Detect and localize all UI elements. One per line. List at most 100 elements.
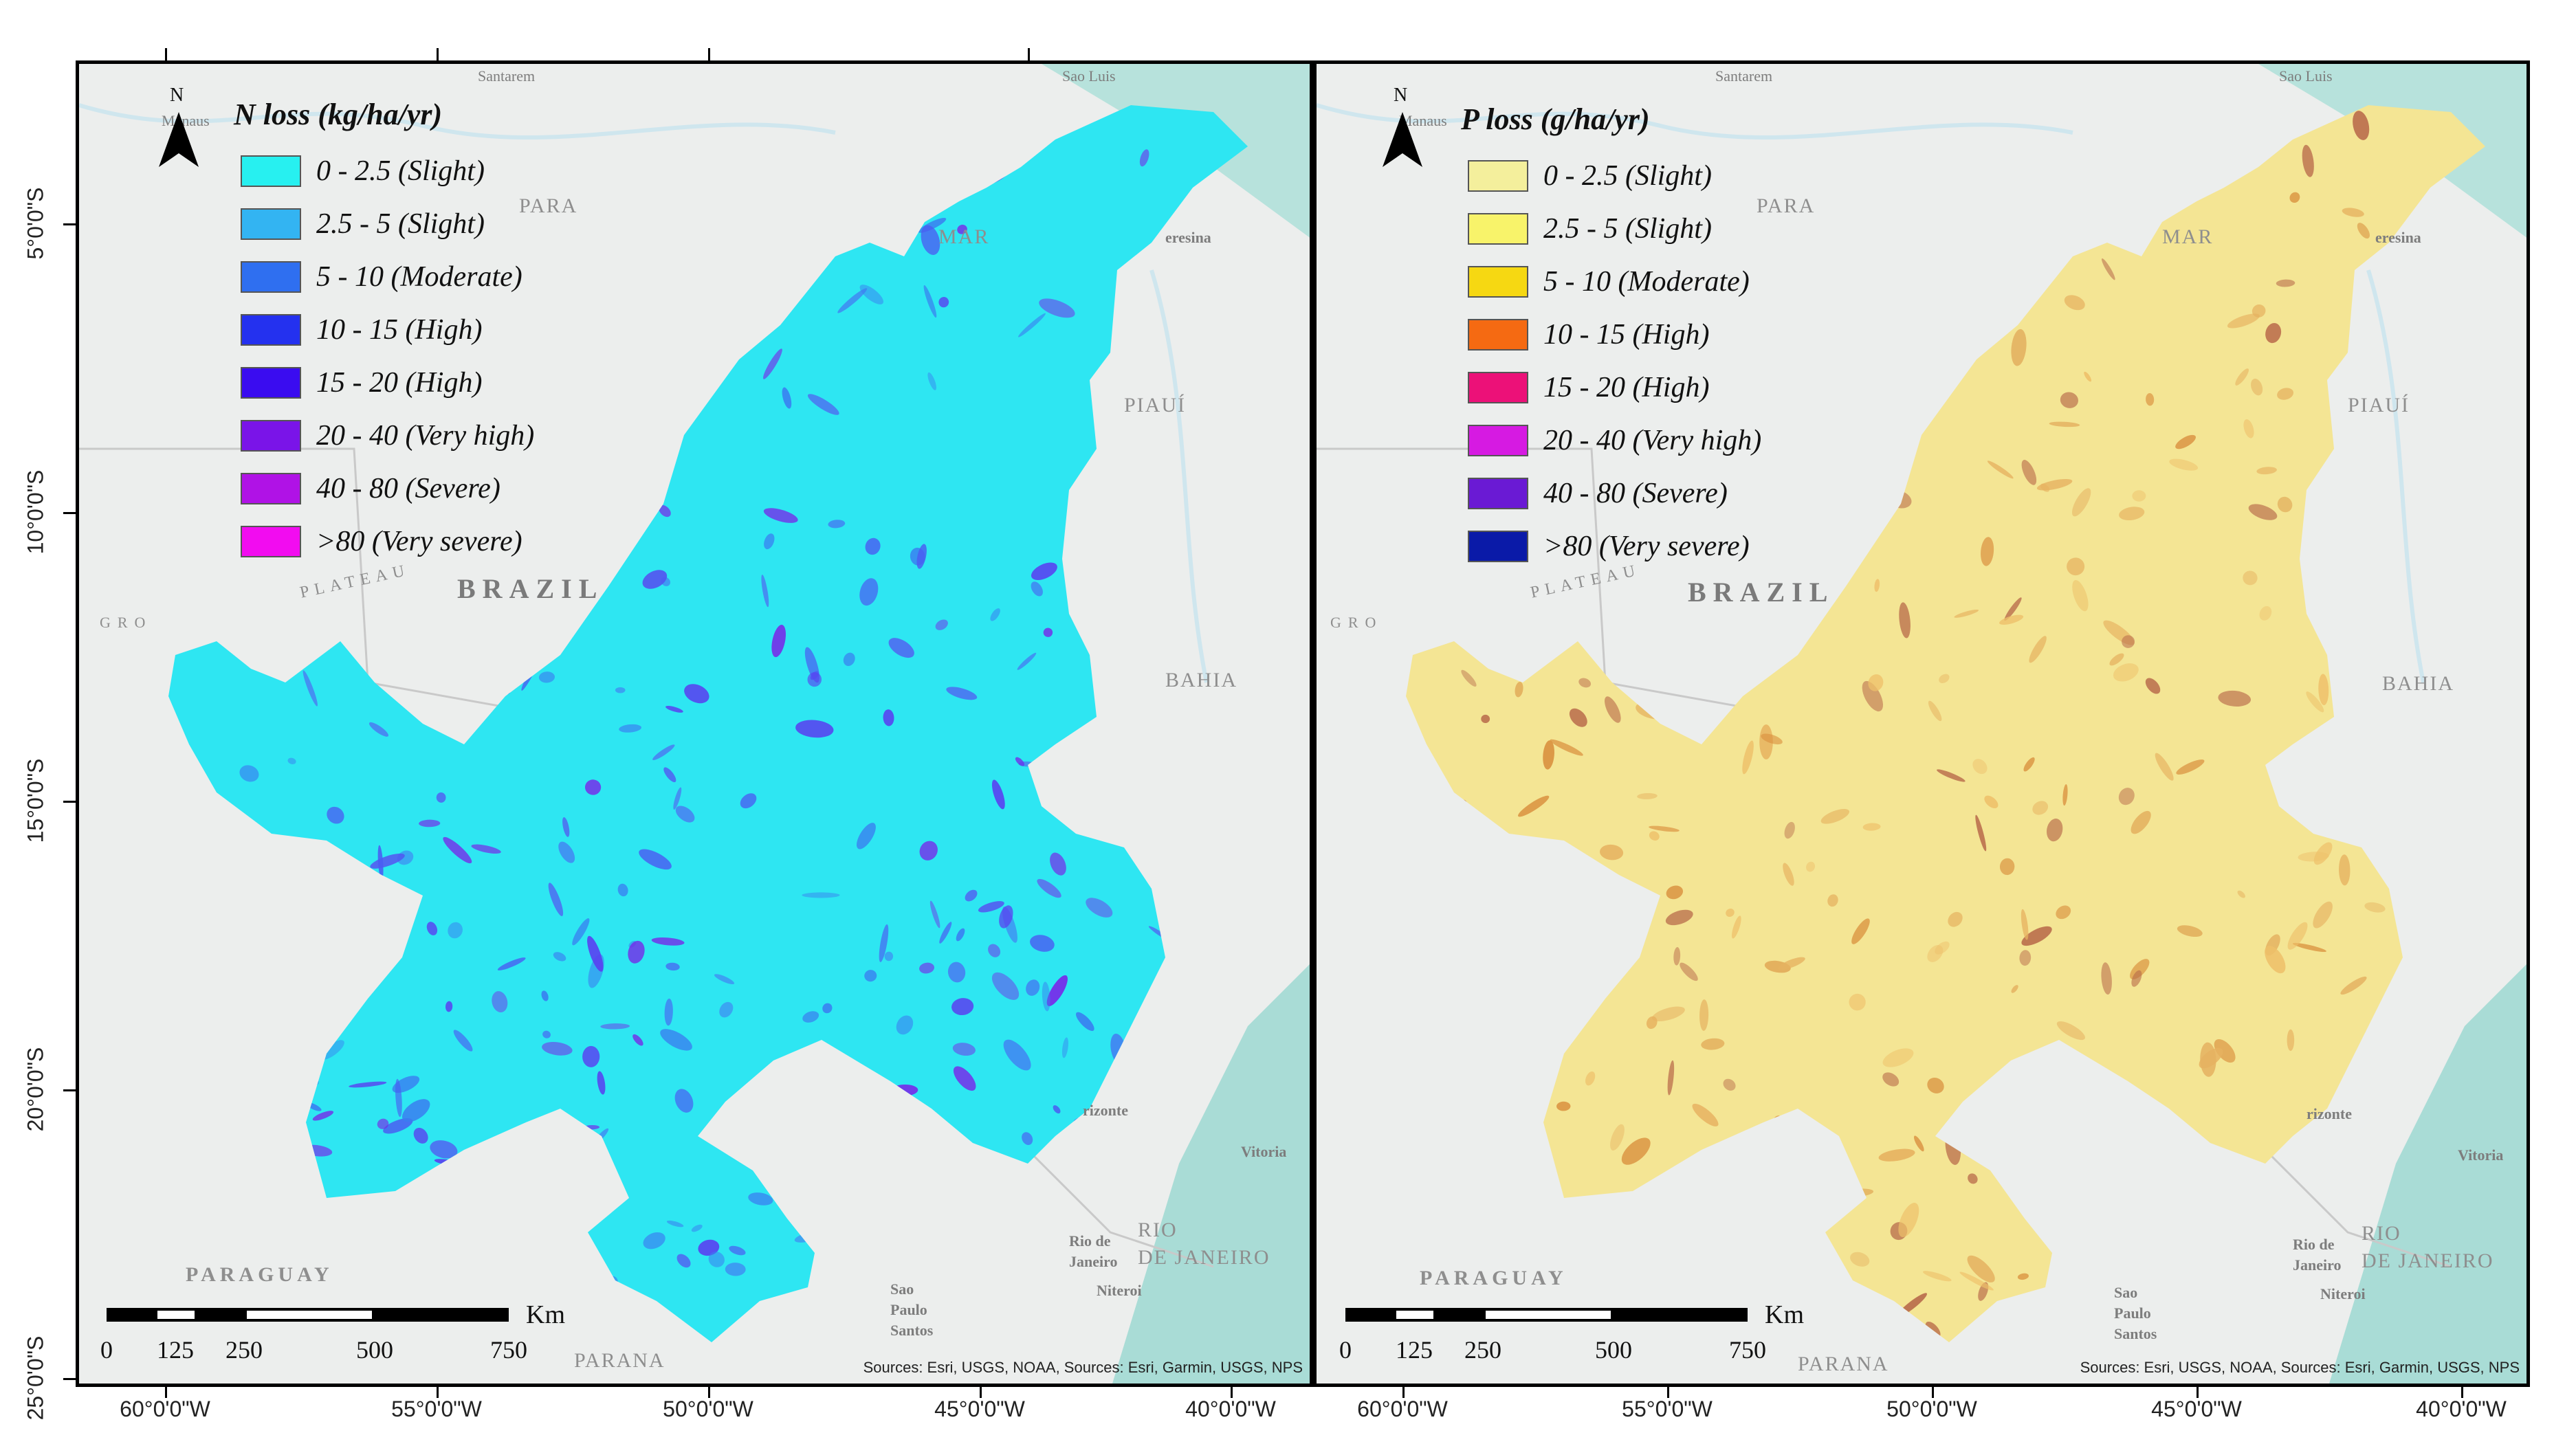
loss-patch xyxy=(1775,524,1799,531)
loss-patch xyxy=(1851,918,1870,944)
loss-patch xyxy=(1968,322,1981,360)
cerrado-region xyxy=(1406,105,2485,1342)
loss-patch xyxy=(1433,993,1470,1012)
legend-item: 20 - 40 (Very high) xyxy=(1468,414,1761,467)
loss-patch xyxy=(1959,1271,1994,1291)
loss-patch xyxy=(1607,949,1621,958)
lat-tick-label: 15°0'0"S xyxy=(23,758,48,843)
loss-patch xyxy=(540,1119,553,1139)
loss-patch xyxy=(1043,627,1053,637)
tick-mark xyxy=(437,1387,439,1398)
loss-patch xyxy=(858,1300,878,1329)
loss-patch xyxy=(1680,962,1698,981)
loss-patch xyxy=(238,986,262,1006)
loss-patch xyxy=(184,528,201,557)
scale-segment xyxy=(1394,1308,1436,1322)
tick-mark xyxy=(1028,48,1030,60)
loss-patch xyxy=(1162,274,1200,292)
place-teresina: eresina xyxy=(2375,229,2421,246)
loss-patch xyxy=(419,819,441,827)
loss-patch xyxy=(1768,377,1779,389)
loss-patch xyxy=(691,1224,703,1232)
loss-patch xyxy=(2432,864,2452,881)
loss-patch xyxy=(2408,1034,2443,1051)
place-teresina: eresina xyxy=(1165,229,1211,246)
scale-unit: Km xyxy=(1765,1300,1804,1329)
loss-patch xyxy=(1578,678,1592,688)
loss-patch xyxy=(2131,970,2142,987)
loss-patch xyxy=(665,962,680,971)
loss-patch xyxy=(2389,831,2403,852)
loss-patch xyxy=(2350,540,2359,546)
loss-patch xyxy=(2034,1128,2056,1146)
loss-patch xyxy=(2426,903,2441,933)
loss-patch xyxy=(2067,1289,2081,1321)
loss-patch xyxy=(2385,1028,2415,1041)
loss-patch xyxy=(179,399,189,408)
loss-patch xyxy=(1174,580,1190,605)
loss-patch xyxy=(676,1254,691,1268)
place-vitoria: Vitoria xyxy=(2458,1146,2504,1164)
loss-patch xyxy=(674,1089,694,1113)
loss-patch xyxy=(1592,935,1607,944)
loss-patch xyxy=(2313,842,2333,865)
loss-patch xyxy=(1922,1271,1952,1282)
loss-patch xyxy=(1653,597,1665,608)
scale-segment xyxy=(1483,1308,1614,1322)
loss-patch xyxy=(763,348,782,379)
legend-label: 20 - 40 (Very high) xyxy=(316,419,535,452)
loss-patch xyxy=(1726,908,1735,918)
loss-patch xyxy=(2084,371,2092,382)
loss-patch xyxy=(1061,1037,1068,1058)
loss-patch xyxy=(174,1302,208,1308)
loss-patch xyxy=(938,1316,956,1333)
loss-patch xyxy=(582,1045,600,1067)
loss-patch xyxy=(1142,1073,1165,1093)
loss-patch xyxy=(1695,1164,1713,1186)
loss-patch xyxy=(849,1246,866,1264)
loss-patch xyxy=(2203,127,2236,141)
loss-patch xyxy=(2364,902,2386,913)
loss-patch xyxy=(1701,1038,1725,1050)
place-janeiro: Janeiro xyxy=(2293,1256,2342,1274)
legend-label: 0 - 2.5 (Slight) xyxy=(1543,159,1712,192)
tick-mark xyxy=(1932,1387,1934,1398)
loss-patch xyxy=(1948,911,1963,927)
loss-patch xyxy=(769,159,780,169)
n-loss-map-canvas xyxy=(79,64,1310,1384)
legend-label: 15 - 20 (High) xyxy=(316,366,483,399)
loss-patch xyxy=(413,1127,428,1144)
loss-patch xyxy=(1816,407,1830,430)
loss-patch xyxy=(377,1118,389,1129)
loss-patch xyxy=(528,1286,546,1299)
tick-mark xyxy=(165,1387,167,1398)
loss-patch xyxy=(988,944,1001,957)
loss-patch xyxy=(2259,606,2272,621)
loss-patch xyxy=(1960,1135,1985,1147)
loss-patch xyxy=(642,570,668,589)
loss-patch xyxy=(946,687,978,700)
loss-patch xyxy=(1600,844,1624,860)
loss-patch xyxy=(877,1261,903,1270)
place-rio-de: Rio de xyxy=(2293,1236,2335,1253)
scale-segment xyxy=(1345,1308,1394,1322)
loss-patch xyxy=(665,706,683,713)
loss-patch xyxy=(2292,942,2326,953)
river xyxy=(1317,103,2073,140)
legend-item: 2.5 - 5 (Slight) xyxy=(241,197,534,250)
loss-patch xyxy=(923,285,937,318)
scale-segment xyxy=(375,1308,509,1322)
scale-tick: 500 xyxy=(1595,1336,1632,1364)
loss-patch xyxy=(2064,295,2085,311)
tick-mark xyxy=(165,48,167,60)
tick-mark xyxy=(980,1387,982,1398)
loss-patch xyxy=(525,1130,554,1148)
loss-patch xyxy=(207,962,212,986)
loss-patch xyxy=(2011,985,2018,993)
lon-tick-label: 60°0'0"W xyxy=(1357,1397,1448,1421)
loss-patch xyxy=(2049,421,2080,427)
loss-patch xyxy=(782,387,792,409)
place-niteroi: Niteroi xyxy=(1097,1282,1142,1299)
loss-patch xyxy=(2414,302,2431,322)
loss-patch xyxy=(857,1124,876,1148)
